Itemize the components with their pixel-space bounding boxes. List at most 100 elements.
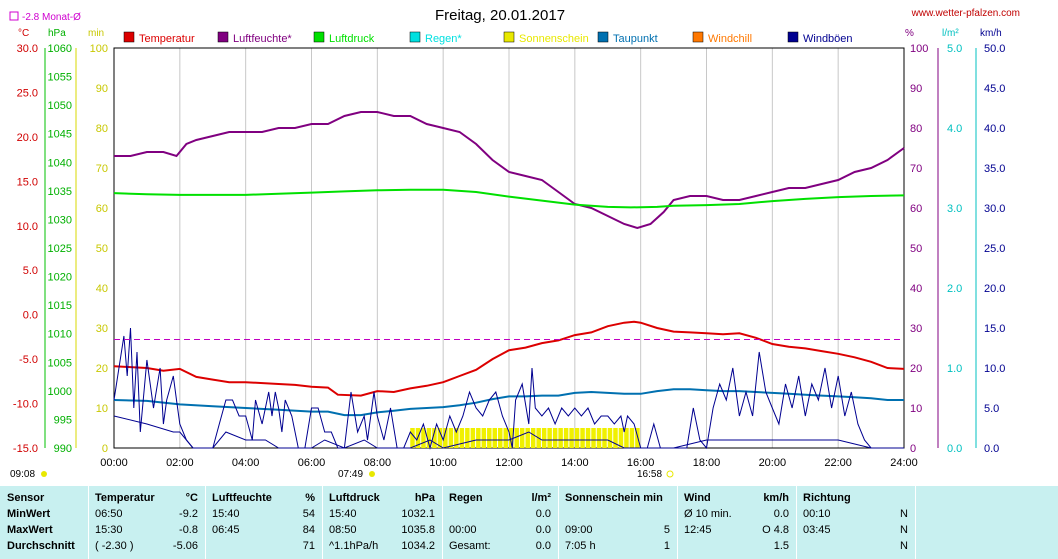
footer-cell-value: N: [900, 508, 908, 520]
legend-label: Windböen: [803, 33, 853, 45]
series-line-windgeschwindigkeit: [113, 415, 904, 449]
series-line-temperatur: [113, 320, 905, 397]
axis-tick-label: 90: [96, 83, 108, 95]
stats-footer: Sensor MinWert MaxWert Durchschnitt Temperat…: [0, 486, 1058, 559]
sunset-label: 16:58: [637, 469, 662, 480]
footer-header: Regen: [449, 492, 483, 504]
footer-cell-time: 00:00: [449, 524, 477, 536]
unit-kmh: km/h: [980, 28, 1002, 39]
x-tick-label: 14:00: [561, 457, 589, 469]
legend-swatch: [217, 31, 229, 43]
footer-header: Sensor: [7, 492, 45, 504]
sunshine-bar: [635, 428, 640, 448]
sunshine-bar: [613, 428, 618, 448]
sunshine-bar: [432, 428, 437, 448]
axis-tick-label: 90: [910, 83, 922, 95]
sunshine-bar: [580, 428, 585, 448]
sunshine-bar: [607, 428, 613, 448]
sunshine-bar: [465, 428, 470, 448]
axis-tick-label: 0: [102, 443, 108, 455]
axis-tick-label: 20: [96, 363, 108, 375]
axis-tick-label: 80: [96, 123, 108, 135]
sunshine-bar: [437, 428, 443, 448]
footer-header: Temperatur: [95, 492, 155, 504]
footer-cell-value: -9.2: [179, 508, 198, 520]
sunshine-bar: [492, 428, 498, 448]
axis-tick-label: 990: [54, 443, 72, 455]
series-line-luftfeuchte-: [114, 111, 905, 230]
x-tick-label: 00:00: [100, 457, 128, 469]
axis-tick-label: -5.0: [19, 354, 38, 366]
footer-column-divider: [205, 486, 206, 559]
sunshine-bar: [552, 428, 558, 448]
footer-cell-value: 0.0: [773, 508, 789, 520]
sunrise-label: 07:49: [338, 469, 363, 480]
footer-header-unit: hPa: [414, 492, 435, 504]
footer-cell-value: N: [900, 524, 908, 536]
sunshine-bar: [563, 428, 569, 448]
legend-swatch: [597, 31, 609, 43]
axis-tick-label: 1060: [48, 43, 72, 55]
sunshine-bar: [421, 428, 426, 448]
unit-min: min: [88, 28, 104, 39]
axis-tick-label: 50.0: [984, 43, 1005, 55]
axis-tick-label: 20.0: [984, 283, 1005, 295]
legend-swatch: [787, 31, 799, 43]
axis-tick-label: 20: [910, 363, 922, 375]
axis-tick-label: 1040: [48, 157, 72, 169]
footer-column-divider: [322, 486, 323, 559]
footer-row-label: MinWert: [7, 508, 51, 520]
axis-tick-label: 20.0: [17, 132, 38, 144]
legend-swatch: [123, 31, 135, 43]
website-label[interactable]: www.wetter-pfalzen.com: [911, 8, 1020, 19]
footer-header-unit: l/m²: [531, 492, 551, 504]
axis-tick-label: 70: [910, 163, 922, 175]
axis-wind: 50.0 45.0 40.0 35.0 30.0 25.0 20.0 15.0 10.0 5.0 0…: [984, 43, 1005, 455]
unit-percent: %: [905, 28, 914, 39]
sunshine-bars: [410, 428, 640, 448]
legend-label: Temperatur: [139, 33, 195, 45]
legend-swatch: [692, 31, 704, 43]
footer-cell-time: 12:45: [684, 524, 712, 536]
axis-tick-label: 100: [910, 43, 928, 55]
day-start-sun-icon: [41, 471, 47, 477]
axis-tick-label: 0.0: [984, 443, 999, 455]
unit-hpa: hPa: [48, 28, 66, 39]
chart-series: [113, 111, 905, 450]
sunshine-bar: [470, 428, 476, 448]
sunshine-bar: [410, 428, 415, 448]
axis-tick-label: 1050: [48, 100, 72, 112]
footer-cell-time: 15:40: [212, 508, 240, 520]
footer-cell-value: 0.0: [535, 540, 551, 552]
axis-tick-label: 1025: [48, 243, 72, 255]
axis-tick-label: 45.0: [984, 83, 1005, 95]
legend-swatch: [409, 31, 421, 43]
axis-tick-label: 70: [96, 163, 108, 175]
axis-rain: 5.0 4.0 3.0 2.0 1.0 0.0: [947, 43, 962, 455]
sunshine-bar: [541, 428, 547, 448]
axis-tick-label: 995: [54, 414, 72, 426]
footer-column-divider: [677, 486, 678, 559]
footer-cell-time: Ø 10 min.: [684, 508, 732, 520]
footer-header-unit: °C: [185, 492, 198, 504]
x-tick-label: 20:00: [759, 457, 787, 469]
axis-tick-label: 10.0: [17, 221, 38, 233]
footer-header: Richtung: [803, 492, 851, 504]
sunshine-bar: [530, 428, 536, 448]
x-tick-label: 02:00: [166, 457, 194, 469]
footer-cell-time: 7:05 h: [565, 540, 596, 552]
plot-grid: [113, 48, 905, 448]
axis-tick-label: 40: [910, 283, 922, 295]
axis-tick-label: 0.0: [947, 443, 962, 455]
footer-cell-time: 15:30: [95, 524, 123, 536]
sunshine-bar: [509, 428, 514, 448]
day-start-label: 09:08: [10, 469, 35, 480]
weather-chart: Freitag, 20.01.2017 www.wetter-pfalzen.c…: [9, 7, 1020, 480]
sunshine-bar: [498, 428, 503, 448]
axis-tick-label: 40: [96, 283, 108, 295]
footer-header: Luftfeuchte: [212, 492, 272, 504]
footer-cell-value: 1: [663, 540, 670, 552]
footer-cell-time: ( -2.30 ): [95, 540, 134, 552]
